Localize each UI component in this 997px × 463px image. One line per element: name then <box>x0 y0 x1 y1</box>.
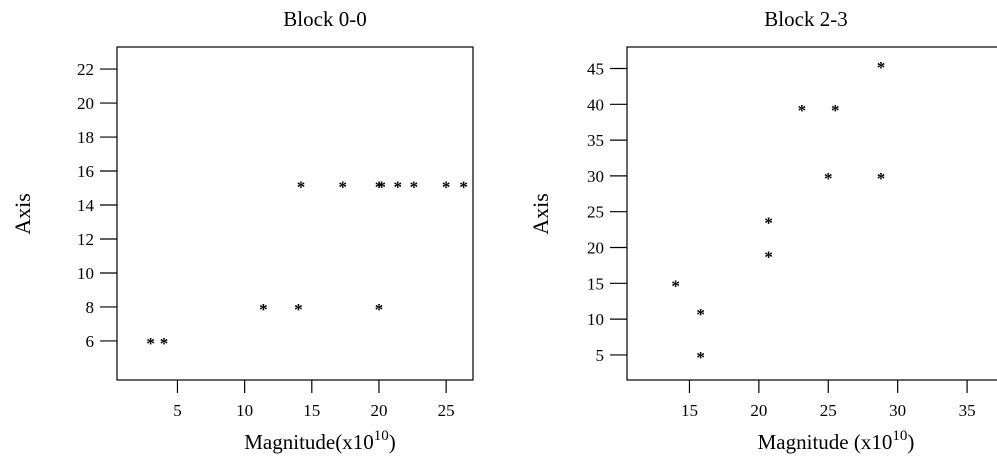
plot-frame <box>626 46 997 381</box>
x-axis-label-main: Magnitude(x10 <box>244 430 373 454</box>
x-axis-label-main: Magnitude (x10 <box>758 430 893 454</box>
chart-block-0-0: Block 0-0 6 8 10 12 14 16 18 20 22 5 10 15 20 25 * * * *… <box>10 7 474 454</box>
y-tick-label: 5 <box>596 346 605 365</box>
data-point: * <box>798 101 807 120</box>
x-tick-label: 20 <box>370 401 387 420</box>
tick-group: 5 10 15 20 25 30 35 40 45 15 20 25 30 35 <box>587 59 976 420</box>
data-point: * <box>671 276 680 295</box>
data-point: * <box>375 300 384 319</box>
x-tick-label: 20 <box>750 401 767 420</box>
data-point: * <box>160 334 169 353</box>
marker-group: * * * * * * * * * * <box>671 58 885 367</box>
y-tick-label: 30 <box>587 167 604 186</box>
y-tick-label: 35 <box>587 131 604 150</box>
x-tick-label: 35 <box>959 401 976 420</box>
x-tick-label: 25 <box>438 401 455 420</box>
x-axis-label: Magnitude(x1010) <box>244 428 395 454</box>
data-point: * <box>831 101 840 120</box>
x-tick-label: 25 <box>820 401 837 420</box>
data-point: * <box>442 178 451 197</box>
y-tick-label: 14 <box>77 196 95 215</box>
data-point: * <box>459 178 468 197</box>
x-tick-label: 10 <box>236 401 253 420</box>
x-tick-label: 15 <box>681 401 698 420</box>
data-point: * <box>764 213 773 232</box>
data-point: * <box>297 178 306 197</box>
y-tick-label: 10 <box>587 310 604 329</box>
x-axis-label-close: ) <box>389 430 396 454</box>
y-tick-label: 40 <box>587 95 604 114</box>
x-tick-label: 15 <box>303 401 320 420</box>
data-point: * <box>377 178 386 197</box>
data-point: * <box>375 178 384 197</box>
data-point: * <box>824 169 833 188</box>
marker-group: * ** ** * ** * * * ** <box>146 178 468 353</box>
y-axis-label: Axis <box>10 193 35 235</box>
data-point: * <box>696 305 705 324</box>
data-point: * <box>877 169 886 188</box>
y-tick-label: 16 <box>77 162 94 181</box>
y-tick-label: 15 <box>587 274 604 293</box>
chart-title: Block 0-0 <box>283 7 366 31</box>
x-tick-label: 5 <box>173 401 182 420</box>
y-tick-label: 12 <box>77 230 94 249</box>
data-point: * <box>410 178 419 197</box>
y-tick-label: 20 <box>77 94 94 113</box>
y-tick-label: 22 <box>77 60 94 79</box>
y-tick-label: 10 <box>77 264 94 283</box>
data-point: * <box>338 178 347 197</box>
y-tick-label: 8 <box>86 298 95 317</box>
x-axis-label: Magnitude (x1010) <box>758 428 915 454</box>
y-tick-label: 25 <box>587 203 604 222</box>
y-tick-label: 45 <box>587 59 604 78</box>
x-axis-label-close: ) <box>907 430 914 454</box>
x-tick-label: 30 <box>889 401 906 420</box>
chart-title: Block 2-3 <box>764 7 847 31</box>
data-point: * <box>259 300 268 319</box>
y-tick-label: 20 <box>587 239 604 258</box>
x-axis-label-exponent: 10 <box>374 428 389 444</box>
y-tick-label: 18 <box>77 128 94 147</box>
data-point: * <box>764 248 773 267</box>
data-point: * <box>394 178 403 197</box>
data-point: * <box>294 300 303 319</box>
y-axis-label: Axis <box>528 193 553 235</box>
data-point: * <box>696 348 705 367</box>
y-tick-label: 6 <box>86 332 95 351</box>
tick-group: 6 8 10 12 14 16 18 20 22 5 10 15 20 25 <box>77 60 455 420</box>
plot-frame <box>116 46 474 381</box>
data-point: * <box>877 58 886 77</box>
data-point: * <box>146 334 155 353</box>
x-axis-label-exponent: 10 <box>892 428 907 444</box>
